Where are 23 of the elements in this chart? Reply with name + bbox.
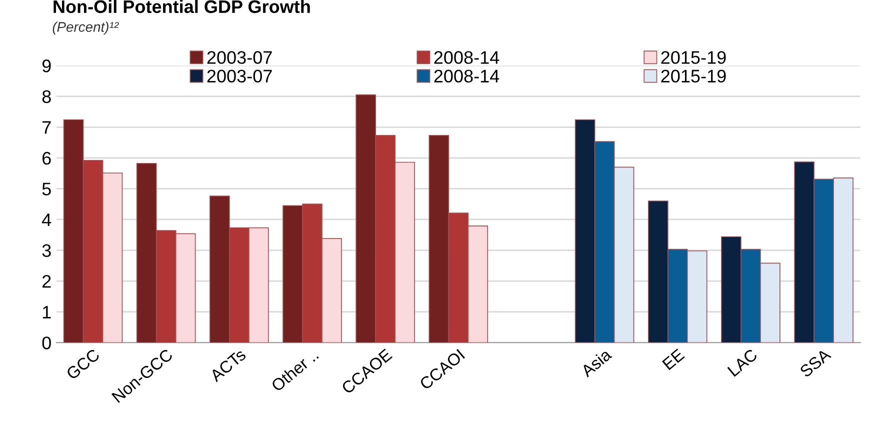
- y-tick-label: 6: [42, 152, 51, 165]
- x-tick-label: Asia: [580, 347, 612, 378]
- y-tick-label: 0: [42, 336, 51, 350]
- x-tick-label: GCC: [66, 348, 100, 380]
- legend-label: 2008-14: [434, 51, 500, 64]
- chart-title: Non-Oil Potential GDP Growth: [54, 0, 310, 14]
- x-tick-label: LAC: [727, 348, 758, 377]
- y-tick-label: 3: [42, 244, 51, 257]
- legend-label: 2003-07: [207, 70, 272, 83]
- y-tick-label: 5: [42, 182, 51, 196]
- y-tick-label: 8: [42, 90, 51, 104]
- x-tick-label: SSA: [799, 348, 832, 378]
- y-tick-label: 4: [42, 214, 52, 226]
- legend-label: 2015-19: [661, 70, 726, 83]
- y-tick-label: 9: [42, 60, 51, 72]
- y-tick-label: 1: [42, 306, 51, 318]
- legend-label: 2008-14: [434, 70, 500, 83]
- y-tick-label: 7: [42, 121, 51, 134]
- chart-subtitle: (Percent)¹²: [52, 22, 119, 35]
- legend-label: 2015-19: [661, 51, 726, 64]
- x-tick-label: EE: [662, 348, 685, 370]
- legend-label: 2003-07: [207, 51, 272, 64]
- y-tick-label: 2: [42, 274, 51, 288]
